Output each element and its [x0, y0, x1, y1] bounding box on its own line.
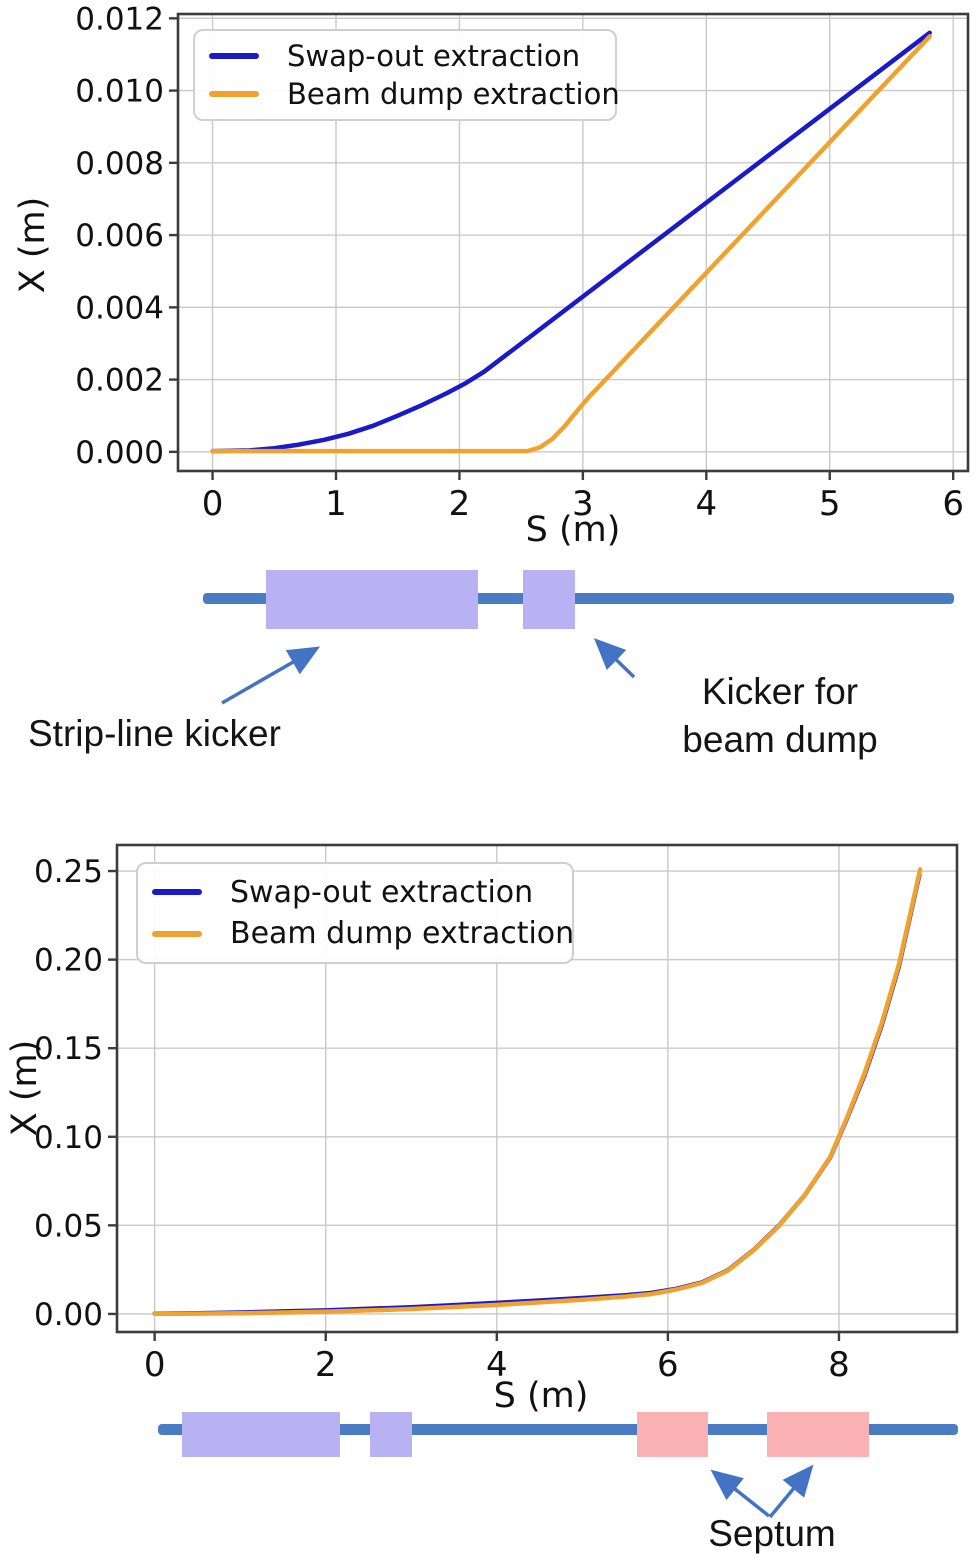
beam-dump-kicker-block [370, 1412, 412, 1457]
svg-text:0: 0 [144, 1345, 166, 1385]
svg-text:0.004: 0.004 [75, 290, 164, 326]
bottom-chart-legend: Swap-out extraction Beam dump extraction [136, 862, 574, 964]
bottom-beamline [158, 1424, 958, 1435]
legend-item-swap-out: Swap-out extraction [209, 39, 601, 73]
svg-text:0.15: 0.15 [34, 1031, 103, 1067]
svg-text:8: 8 [828, 1345, 850, 1385]
top-chart-xlabel: S (m) [525, 510, 621, 550]
stripline-kicker-block [266, 570, 478, 629]
svg-text:0.000: 0.000 [75, 435, 164, 471]
svg-text:0: 0 [202, 484, 224, 524]
legend-label: Swap-out extraction [230, 874, 534, 910]
stripline-kicker-label: Strip-line kicker [28, 713, 281, 754]
septum-arrow-left [710, 1469, 771, 1518]
swap-out-line-swatch [209, 53, 259, 59]
septum-arrow-right [768, 1464, 814, 1519]
top-chart-legend: Swap-out extraction Beam dump extraction [193, 29, 620, 121]
svg-text:2: 2 [315, 1345, 337, 1385]
svg-text:0.010: 0.010 [75, 74, 164, 110]
svg-text:0.012: 0.012 [75, 1, 164, 37]
legend-item-beam-dump: Beam dump extraction [209, 77, 620, 111]
svg-text:0.002: 0.002 [75, 363, 164, 399]
svg-text:0.00: 0.00 [34, 1297, 103, 1333]
beam-dump-line-swatch [152, 930, 202, 937]
svg-text:5: 5 [819, 484, 841, 524]
swap-out-line-swatch [152, 889, 202, 896]
svg-text:0.20: 0.20 [34, 943, 103, 979]
beam-dump-kicker-block [523, 570, 575, 629]
svg-text:4: 4 [695, 484, 717, 524]
bottom-chart-xlabel: S (m) [493, 1376, 589, 1416]
stripline-kicker-arrow [221, 646, 321, 705]
top-chart-ylabel: X (m) [13, 196, 53, 294]
top-beamline [203, 593, 954, 604]
septum-block-2 [767, 1412, 869, 1457]
legend-item-swap-out: Swap-out extraction [152, 875, 558, 910]
legend-item-beam-dump: Beam dump extraction [152, 916, 574, 951]
svg-text:0.25: 0.25 [34, 854, 103, 890]
svg-text:0.006: 0.006 [75, 218, 164, 254]
beam-dump-kicker-arrow [593, 638, 636, 679]
beam-dump-kicker-label: Kicker for beam dump [660, 668, 900, 764]
svg-text:0.05: 0.05 [34, 1208, 103, 1244]
svg-text:0.008: 0.008 [75, 146, 164, 182]
svg-text:4: 4 [486, 1345, 508, 1385]
beam-dump-line-swatch [209, 91, 259, 97]
svg-text:2: 2 [449, 484, 471, 524]
legend-label: Swap-out extraction [287, 39, 581, 73]
stripline-kicker-block [182, 1412, 340, 1457]
svg-text:0.10: 0.10 [34, 1120, 103, 1156]
legend-label: Beam dump extraction [287, 77, 620, 111]
legend-label: Beam dump extraction [230, 916, 575, 952]
bottom-chart-ylabel: X (m) [5, 1039, 45, 1137]
svg-text:6: 6 [657, 1345, 679, 1385]
svg-text:1: 1 [325, 484, 347, 524]
beam-dump-kicker-label-line2: beam dump [682, 719, 878, 761]
beam-dump-kicker-label-line1: Kicker for [701, 671, 859, 712]
septum-block-1 [637, 1412, 708, 1457]
septum-label: Septum [708, 1513, 836, 1554]
svg-text:3: 3 [572, 484, 594, 524]
svg-text:6: 6 [942, 484, 964, 524]
